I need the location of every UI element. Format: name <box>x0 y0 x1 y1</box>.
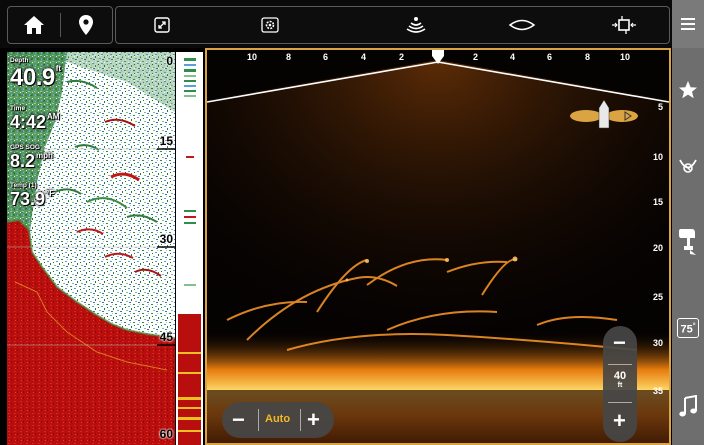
vertical-scale-label: 15 <box>652 197 663 207</box>
time-readout: Time 4:42AM <box>10 105 59 133</box>
depth-scale-label: 60 <box>159 427 173 441</box>
divider <box>608 402 632 403</box>
temp-readout: Temp (1) 73.9°F <box>10 182 54 210</box>
horizontal-scale-label: 6 <box>323 52 329 62</box>
speed-unit: mph <box>36 151 53 160</box>
sonar-2d-view[interactable]: 0 15 30 45 60 Depth 40.9ft Time 4:42AM G… <box>7 52 175 445</box>
top-toolbar <box>0 0 704 48</box>
horizontal-scale-label: 8 <box>585 52 591 62</box>
fish-icon <box>508 19 536 31</box>
range-decrease-button[interactable]: − <box>613 330 626 355</box>
star-icon <box>679 81 697 99</box>
waypoint-button[interactable] <box>61 7 111 43</box>
depth-scale-label: 30 <box>159 232 173 246</box>
temperature-badge-icon: 75° <box>677 317 699 339</box>
horizontal-scale-label: 2 <box>473 52 479 62</box>
fish-id-button[interactable] <box>504 7 540 43</box>
horizontal-scale-label: 4 <box>510 52 516 62</box>
expand-icon <box>154 17 170 33</box>
range-increase-button[interactable]: + <box>613 408 626 433</box>
horizontal-scale-label: 10 <box>620 52 631 62</box>
temp-value: 73.9 <box>10 189 46 209</box>
depth-label: Depth <box>10 57 29 64</box>
sonar-icon <box>406 17 426 33</box>
depth-readout: Depth 40.9ft <box>10 57 61 92</box>
menu-icon <box>681 18 695 30</box>
depth-value: 40.9 <box>10 64 55 91</box>
temp-badge-value: 75 <box>680 323 693 336</box>
speed-readout: GPS SOG 8.2mph <box>10 144 53 172</box>
home-button[interactable] <box>8 7 60 43</box>
horizontal-scale-zero: 0 <box>434 49 442 64</box>
divider <box>608 364 632 365</box>
fullscreen-button[interactable] <box>144 7 180 43</box>
nav-button-group <box>7 6 113 44</box>
speed-value: 8.2 <box>10 151 36 171</box>
gain-control: − Auto + <box>222 402 334 438</box>
horizontal-scale-label: 8 <box>286 52 292 62</box>
depth-scale-label: 15 <box>159 134 173 148</box>
gain-increase-button[interactable]: + <box>307 407 320 432</box>
gain-decrease-button[interactable]: − <box>232 407 245 432</box>
range-value: 40 <box>613 370 627 382</box>
crop-button[interactable] <box>606 7 642 43</box>
horizontal-scale-label: 10 <box>247 52 258 62</box>
sonar-button[interactable] <box>398 7 434 43</box>
depth-scale-label: 0 <box>166 54 173 68</box>
transducer-icon <box>570 99 638 129</box>
view-button-group <box>115 6 670 44</box>
time-label: Time <box>10 105 26 112</box>
settings-icon <box>261 17 279 33</box>
right-sidebar: 75° <box>672 48 704 445</box>
vertical-scale-label: 30 <box>652 338 663 348</box>
live-sonar-view[interactable]: 10 8 6 4 2 0 2 4 6 8 10 5 10 15 20 25 30… <box>205 48 671 445</box>
temp-label: Temp (1) <box>10 182 37 189</box>
map-pin-icon <box>79 15 93 35</box>
depth-unit: ft <box>55 64 62 73</box>
vertical-scale-label: 10 <box>652 152 663 162</box>
motor-button[interactable] <box>672 220 704 264</box>
temperature-button[interactable]: 75° <box>672 306 704 350</box>
range-unit: ft <box>617 382 623 389</box>
temp-unit: °F <box>46 189 55 198</box>
speed-label: GPS SOG <box>10 144 40 151</box>
vertical-scale-label: 35 <box>652 386 663 396</box>
menu-button[interactable] <box>672 0 704 48</box>
outboard-motor-icon <box>679 229 696 255</box>
horizontal-scale-label: 2 <box>399 52 405 62</box>
divider <box>258 409 259 431</box>
time-value: 4:42 <box>10 112 47 132</box>
settings-button[interactable] <box>252 7 288 43</box>
sonar-2d-image <box>7 52 175 445</box>
flasher-strip <box>176 52 203 445</box>
music-icon <box>679 395 697 417</box>
horizontal-scale-label: 6 <box>547 52 553 62</box>
live-sonar-image <box>207 50 669 443</box>
vertical-scale-label: 5 <box>657 102 663 112</box>
gain-auto-button[interactable]: Auto <box>265 413 291 425</box>
music-button[interactable] <box>672 384 704 428</box>
temp-badge-degree: ° <box>692 322 696 330</box>
sonar-view-button[interactable] <box>672 144 704 188</box>
range-control: − 40 ft + <box>603 326 637 442</box>
favorites-button[interactable] <box>672 68 704 112</box>
horizontal-scale-label: 4 <box>361 52 367 62</box>
divider <box>300 409 301 431</box>
sonar-view-icon <box>679 159 697 173</box>
crop-icon <box>612 16 636 34</box>
home-icon <box>24 16 44 34</box>
divider <box>60 13 61 37</box>
time-unit: AM <box>47 112 60 121</box>
vertical-scale-label: 20 <box>652 243 663 253</box>
depth-scale-label: 45 <box>159 330 173 344</box>
vertical-scale-label: 25 <box>652 292 663 302</box>
flasher-image <box>176 52 203 445</box>
